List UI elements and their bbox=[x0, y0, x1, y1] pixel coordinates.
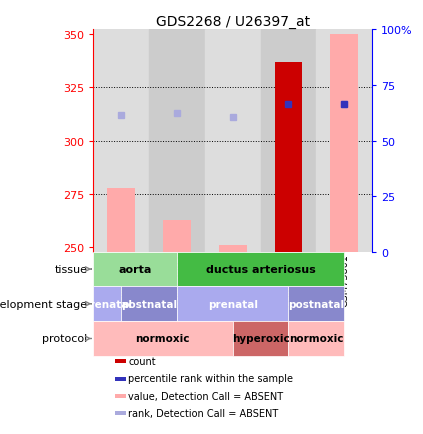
Bar bbox=[163, 220, 191, 252]
Text: tissue: tissue bbox=[55, 264, 88, 274]
Bar bbox=[107, 188, 135, 252]
Bar bbox=[316, 30, 372, 252]
Text: protocol: protocol bbox=[42, 334, 88, 344]
FancyBboxPatch shape bbox=[288, 287, 344, 322]
Bar bbox=[205, 30, 261, 252]
Text: aorta: aorta bbox=[118, 264, 151, 274]
Text: value, Detection Call = ABSENT: value, Detection Call = ABSENT bbox=[129, 391, 283, 401]
Text: count: count bbox=[129, 356, 156, 366]
Bar bbox=[115, 359, 126, 363]
FancyBboxPatch shape bbox=[233, 322, 288, 356]
Bar bbox=[93, 30, 149, 252]
FancyBboxPatch shape bbox=[177, 287, 288, 322]
FancyBboxPatch shape bbox=[93, 287, 121, 322]
Bar bbox=[261, 30, 316, 252]
Text: ductus arteriosus: ductus arteriosus bbox=[206, 264, 316, 274]
FancyBboxPatch shape bbox=[177, 252, 344, 287]
Title: GDS2268 / U26397_at: GDS2268 / U26397_at bbox=[156, 15, 310, 30]
Text: prenatal: prenatal bbox=[82, 299, 132, 309]
Text: postnatal: postnatal bbox=[121, 299, 177, 309]
Bar bbox=[115, 394, 126, 398]
Bar bbox=[219, 246, 247, 252]
Text: development stage: development stage bbox=[0, 299, 88, 309]
FancyBboxPatch shape bbox=[121, 287, 177, 322]
Text: normoxic: normoxic bbox=[136, 334, 190, 344]
Bar bbox=[149, 30, 205, 252]
FancyBboxPatch shape bbox=[288, 322, 344, 356]
Text: prenatal: prenatal bbox=[208, 299, 258, 309]
FancyBboxPatch shape bbox=[93, 252, 177, 287]
Bar bbox=[275, 62, 302, 252]
Text: normoxic: normoxic bbox=[289, 334, 343, 344]
Bar bbox=[330, 35, 358, 252]
Text: hyperoxic: hyperoxic bbox=[232, 334, 289, 344]
Text: rank, Detection Call = ABSENT: rank, Detection Call = ABSENT bbox=[129, 408, 279, 418]
Bar bbox=[115, 377, 126, 381]
FancyBboxPatch shape bbox=[93, 322, 233, 356]
Text: percentile rank within the sample: percentile rank within the sample bbox=[129, 374, 294, 384]
Bar bbox=[115, 411, 126, 415]
Text: postnatal: postnatal bbox=[288, 299, 344, 309]
